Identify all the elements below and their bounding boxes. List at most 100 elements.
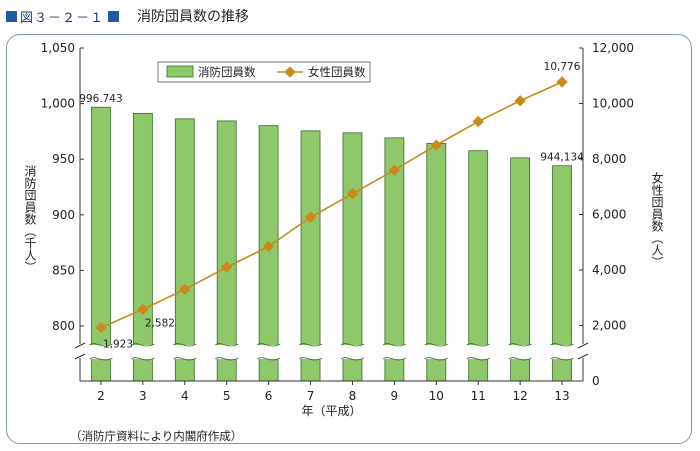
axis-break-gap	[257, 345, 281, 359]
x-tick-label: 4	[181, 389, 189, 403]
axis-break-line	[508, 343, 532, 347]
axis-break-line	[382, 343, 407, 347]
axis-break-gap	[76, 344, 84, 358]
axis-break-line	[74, 353, 86, 360]
line-point	[472, 115, 484, 128]
y-tick-label: 800	[52, 319, 75, 333]
y-tick-label: 950	[52, 152, 75, 166]
square-bullet-icon	[6, 10, 17, 22]
axis-break-line	[550, 343, 574, 347]
x-axis-title: 年（平成）	[301, 404, 361, 418]
y-right-tick-label: 10,000	[592, 97, 634, 111]
x-tick-label: 10	[429, 389, 444, 403]
axis-break-line	[89, 343, 113, 347]
line-point	[388, 164, 401, 176]
line-point	[346, 188, 359, 200]
axis-break-line	[382, 357, 407, 361]
y-tick-label: 1,000	[41, 97, 75, 111]
series-line	[100, 81, 563, 329]
x-tick-label: 13	[554, 389, 569, 403]
axis-break-gap	[340, 345, 364, 359]
axis-break-gap	[89, 345, 113, 359]
axis-break-line	[298, 357, 323, 361]
axis-break-line	[340, 357, 365, 361]
axis-break-gap	[579, 344, 587, 358]
data-label: 996.743	[79, 93, 122, 105]
x-tick-label: 8	[349, 389, 357, 403]
data-label: 1,923	[103, 339, 133, 351]
axis-break-gap	[508, 345, 532, 359]
line-point	[221, 261, 233, 273]
axis-break-line	[577, 342, 589, 349]
y-right-tick-label: 2,000	[592, 319, 626, 333]
line-point	[179, 283, 191, 296]
axis-break-gap	[550, 345, 574, 359]
y-right-axis-title: 女性団員数（人）	[650, 171, 664, 268]
bar	[258, 125, 279, 382]
axis-break-line	[508, 357, 532, 361]
axis-break-line	[173, 343, 197, 347]
axis-break-line	[340, 343, 365, 347]
x-tick-label: 5	[223, 389, 231, 403]
y-right-tick-label: 4,000	[592, 263, 626, 277]
y-axis-title: 消防団員数（千人）	[23, 165, 37, 273]
line-point	[556, 76, 568, 88]
axis-break-line	[298, 343, 323, 347]
axis-break-line	[74, 342, 86, 349]
x-tick-label: 11	[471, 389, 486, 403]
x-tick-label: 2	[97, 389, 105, 403]
data-label: 2,582	[145, 317, 175, 329]
axis-break-line	[424, 343, 448, 347]
x-tick-label: 6	[265, 389, 273, 403]
y-tick-label: 1,050	[41, 41, 75, 55]
axis-break-line	[214, 343, 239, 347]
axis-break-line	[577, 353, 589, 360]
axis-break-gap	[382, 345, 406, 359]
line-point	[262, 240, 275, 253]
x-tick-label: 12	[512, 389, 527, 403]
legend-label: 女性団員数	[308, 65, 366, 79]
square-bullet-icon	[108, 10, 120, 22]
axis-break-line	[256, 343, 281, 347]
axis-break-line	[550, 357, 574, 361]
x-tick-label: 3	[139, 389, 147, 403]
axis-break-gap	[215, 345, 239, 359]
x-tick-label: 7	[307, 389, 315, 403]
line-point	[304, 211, 317, 223]
data-label: 10,776	[544, 61, 581, 73]
bar	[174, 118, 195, 382]
axis-break-line	[131, 343, 155, 347]
figure-label: 図３－２－１	[20, 10, 105, 26]
line-point	[430, 139, 442, 151]
figure-title-row: 図３－２－１ 消防団員数の推移	[6, 6, 249, 26]
line-point	[514, 95, 526, 107]
axis-break-line	[466, 343, 490, 347]
legend-label: 消防団員数	[198, 65, 256, 79]
axis-break-line	[424, 357, 448, 361]
bar	[132, 112, 153, 382]
y-tick-label: 850	[52, 263, 75, 277]
axis-break-line	[466, 357, 490, 361]
bar	[216, 120, 237, 382]
source-note: （消防庁資料により内閣府作成）	[70, 429, 243, 443]
axis-break-line	[131, 357, 155, 361]
axis-break-line	[214, 357, 239, 361]
axis-break-gap	[466, 345, 490, 359]
axis-break-line	[89, 357, 113, 361]
axis-break-gap	[424, 345, 448, 359]
data-label: 944,134	[540, 152, 584, 164]
legend-swatch-bar	[166, 65, 194, 78]
axis-break-line	[256, 357, 281, 361]
legend-box	[157, 61, 371, 83]
y-right-tick-label: 0	[592, 374, 600, 388]
line-point	[137, 303, 149, 316]
y-right-tick-label: 6,000	[592, 208, 626, 222]
x-tick-label: 9	[391, 389, 399, 403]
y-right-tick-label: 8,000	[592, 152, 626, 166]
y-right-tick-label: 12,000	[592, 41, 634, 55]
figure-title: 消防団員数の推移	[137, 9, 250, 25]
axis-break-gap	[131, 345, 155, 359]
axis-break-gap	[173, 345, 197, 359]
y-tick-label: 900	[52, 208, 75, 222]
